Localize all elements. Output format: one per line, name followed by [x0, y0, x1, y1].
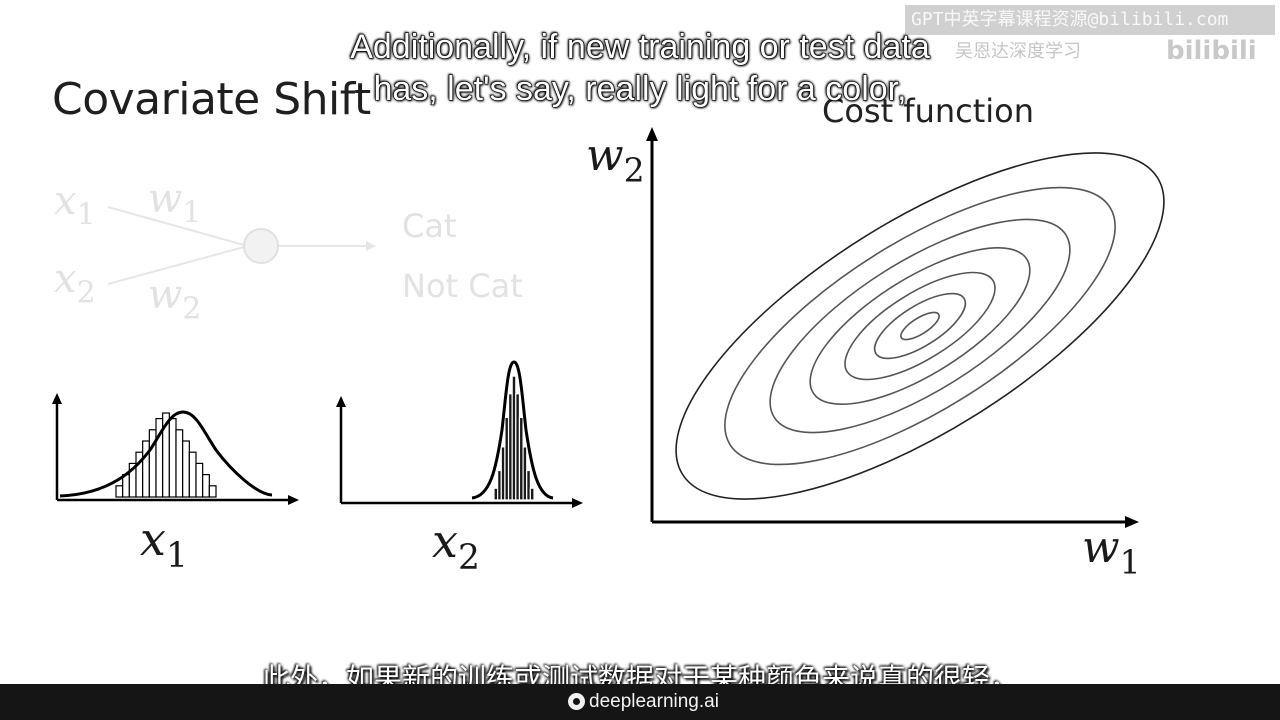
histogram-x1-x-arrowhead [288, 495, 299, 505]
histogram-x2-bar [529, 487, 535, 501]
contour-ellipse [844, 271, 996, 381]
output-label-not-cat: Not Cat [402, 267, 523, 305]
edge-x1 [107, 206, 245, 246]
contour-x-axis-label: w1 [1082, 522, 1141, 582]
english-subtitle-line-1: Additionally, if new training or test da… [350, 27, 931, 66]
edge-x2 [107, 246, 245, 285]
slide-title: Covariate Shift [52, 74, 371, 125]
cost-function-title: Cost function [822, 92, 1035, 130]
histogram-x2-bar [526, 469, 531, 501]
english-subtitle-line-2: has, let's say, really light for a color… [373, 69, 907, 108]
bilibili-logo: bilibili [1166, 36, 1257, 66]
histogram-x2-curve [471, 360, 554, 500]
histogram-x1-curve [59, 410, 273, 498]
network-input-x1: x1 [54, 178, 96, 233]
network-input-x2: x2 [54, 256, 96, 311]
histogram-x2-y-arrowhead [336, 396, 346, 407]
network-weight-w2: w2 [148, 272, 202, 327]
contour-y-arrowhead [646, 127, 658, 141]
histogram-x2-x-arrowhead [572, 498, 583, 508]
neuron [243, 228, 279, 264]
output-label-cat: Cat [402, 207, 457, 245]
footer-brand: deeplearning.ai [568, 689, 719, 715]
histogram-x1-bar [208, 485, 217, 498]
watermark-banner: GPT中英字幕课程资源@bilibili.com [905, 5, 1275, 35]
output-arrowhead [366, 241, 376, 251]
contour-x-arrowhead [1125, 516, 1139, 528]
contour-ellipses [675, 152, 1165, 500]
histogram-x1-label: x1 [140, 512, 188, 577]
contour-ellipse [675, 152, 1165, 500]
contour-ellipse [900, 311, 940, 341]
histogram-x2-bars [493, 375, 535, 501]
histogram-x1-bars [115, 412, 217, 498]
contour-ellipse [873, 292, 967, 360]
histogram-x2-label: x2 [432, 514, 480, 579]
contour-ellipse [769, 218, 1071, 434]
watermark-subtext: 吴恩达深度学习 [955, 41, 1081, 62]
contour-ellipse [724, 186, 1116, 466]
histogram-x1-y-arrowhead [52, 393, 62, 404]
deeplearning-logo-icon [568, 693, 585, 710]
network-weight-w1: w1 [148, 176, 202, 231]
footer-bar: deeplearning.ai [0, 684, 1280, 720]
contour-ellipse [809, 247, 1031, 405]
contour-y-axis-label: w2 [586, 130, 645, 190]
footer-brand-text: deeplearning.ai [589, 691, 719, 712]
